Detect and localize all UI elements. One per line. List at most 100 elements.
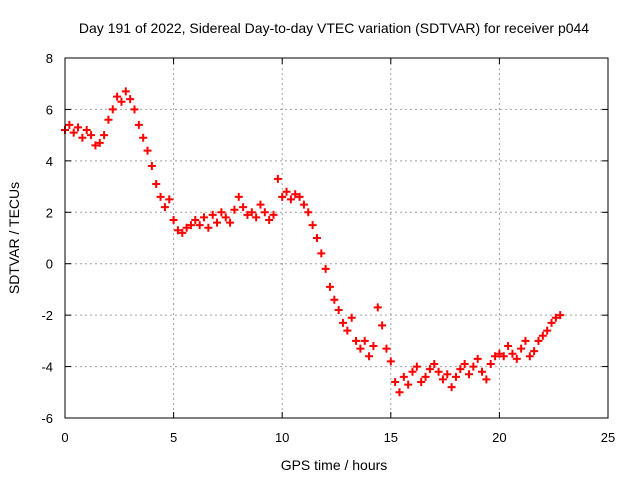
data-point [365, 352, 374, 361]
data-point [208, 210, 217, 219]
data-point [495, 349, 504, 358]
data-point [291, 190, 300, 199]
x-tick-label: 20 [492, 430, 506, 445]
y-tick-label: -6 [41, 411, 53, 426]
data-point [373, 303, 382, 312]
plot-frame [64, 57, 609, 419]
data-point [482, 375, 491, 384]
data-point [421, 372, 430, 381]
data-point [178, 228, 187, 237]
data-point [508, 349, 517, 358]
data-point [430, 360, 439, 368]
data-point [173, 226, 182, 235]
data-point [538, 331, 547, 340]
data-points [61, 87, 565, 397]
data-point [204, 223, 213, 232]
data-point [213, 218, 222, 227]
data-point [356, 344, 365, 353]
data-point [386, 357, 395, 366]
data-point [434, 367, 443, 376]
data-point [339, 318, 348, 327]
data-point [404, 380, 413, 389]
data-point [504, 342, 513, 350]
data-point [247, 208, 256, 217]
data-point [469, 362, 478, 371]
y-tick-label: 6 [46, 102, 53, 117]
data-point [412, 362, 421, 371]
data-point [447, 383, 456, 392]
data-point [347, 313, 356, 322]
data-point [456, 365, 465, 374]
data-point [451, 372, 460, 381]
x-tick-label: 0 [61, 430, 68, 445]
data-point [230, 205, 239, 214]
data-point [312, 234, 321, 242]
data-point [108, 105, 117, 114]
data-point [100, 131, 109, 140]
data-point [95, 138, 104, 147]
data-point [139, 133, 148, 142]
data-point [317, 249, 326, 258]
grid-lines [65, 58, 608, 418]
data-point [551, 313, 560, 322]
data-point [343, 326, 352, 335]
data-point [534, 336, 543, 345]
data-point [521, 336, 530, 345]
data-point [74, 123, 83, 132]
data-point [134, 120, 143, 129]
data-point [265, 216, 274, 224]
chart-title: Day 191 of 2022, Sidereal Day-to-day VTE… [79, 20, 589, 36]
data-point [152, 180, 161, 188]
data-point [191, 216, 200, 224]
data-point [91, 141, 100, 150]
y-tick-label: -4 [41, 360, 53, 375]
data-point [126, 95, 135, 104]
data-point [87, 131, 96, 140]
data-point [382, 344, 391, 353]
data-point [239, 203, 248, 212]
data-point [195, 221, 204, 230]
y-tick-label: 0 [46, 257, 53, 272]
data-point [269, 210, 278, 219]
data-point [443, 370, 452, 379]
data-point [408, 367, 417, 376]
data-point [156, 192, 165, 201]
data-point [438, 375, 447, 384]
data-point [417, 378, 426, 386]
data-point [512, 354, 521, 363]
x-tick-label: 10 [275, 430, 289, 445]
data-point [282, 187, 291, 196]
data-point [143, 146, 152, 155]
data-point [217, 208, 226, 217]
data-point [517, 344, 526, 353]
data-point [530, 347, 539, 356]
data-point [169, 216, 178, 224]
data-point [556, 311, 565, 320]
data-point [160, 203, 169, 212]
data-point [226, 218, 235, 227]
data-point [460, 360, 469, 368]
data-point [260, 208, 269, 217]
data-point [391, 378, 400, 386]
data-point [360, 336, 369, 345]
data-point [243, 210, 252, 219]
data-point [117, 97, 126, 106]
x-tick-label: 25 [601, 430, 615, 445]
data-point [200, 213, 209, 222]
data-point [399, 372, 408, 381]
data-point [252, 213, 261, 222]
data-point [321, 264, 330, 273]
x-axis-label: GPS time / hours [281, 457, 388, 473]
data-point [182, 223, 191, 232]
data-point [113, 92, 122, 101]
data-point [547, 318, 556, 327]
data-point [304, 208, 313, 217]
data-point [473, 354, 482, 363]
data-point [525, 352, 534, 361]
data-point [234, 192, 243, 201]
data-point [486, 360, 495, 368]
data-point [256, 200, 265, 209]
y-tick-label: 8 [46, 51, 53, 66]
data-point [395, 388, 404, 397]
